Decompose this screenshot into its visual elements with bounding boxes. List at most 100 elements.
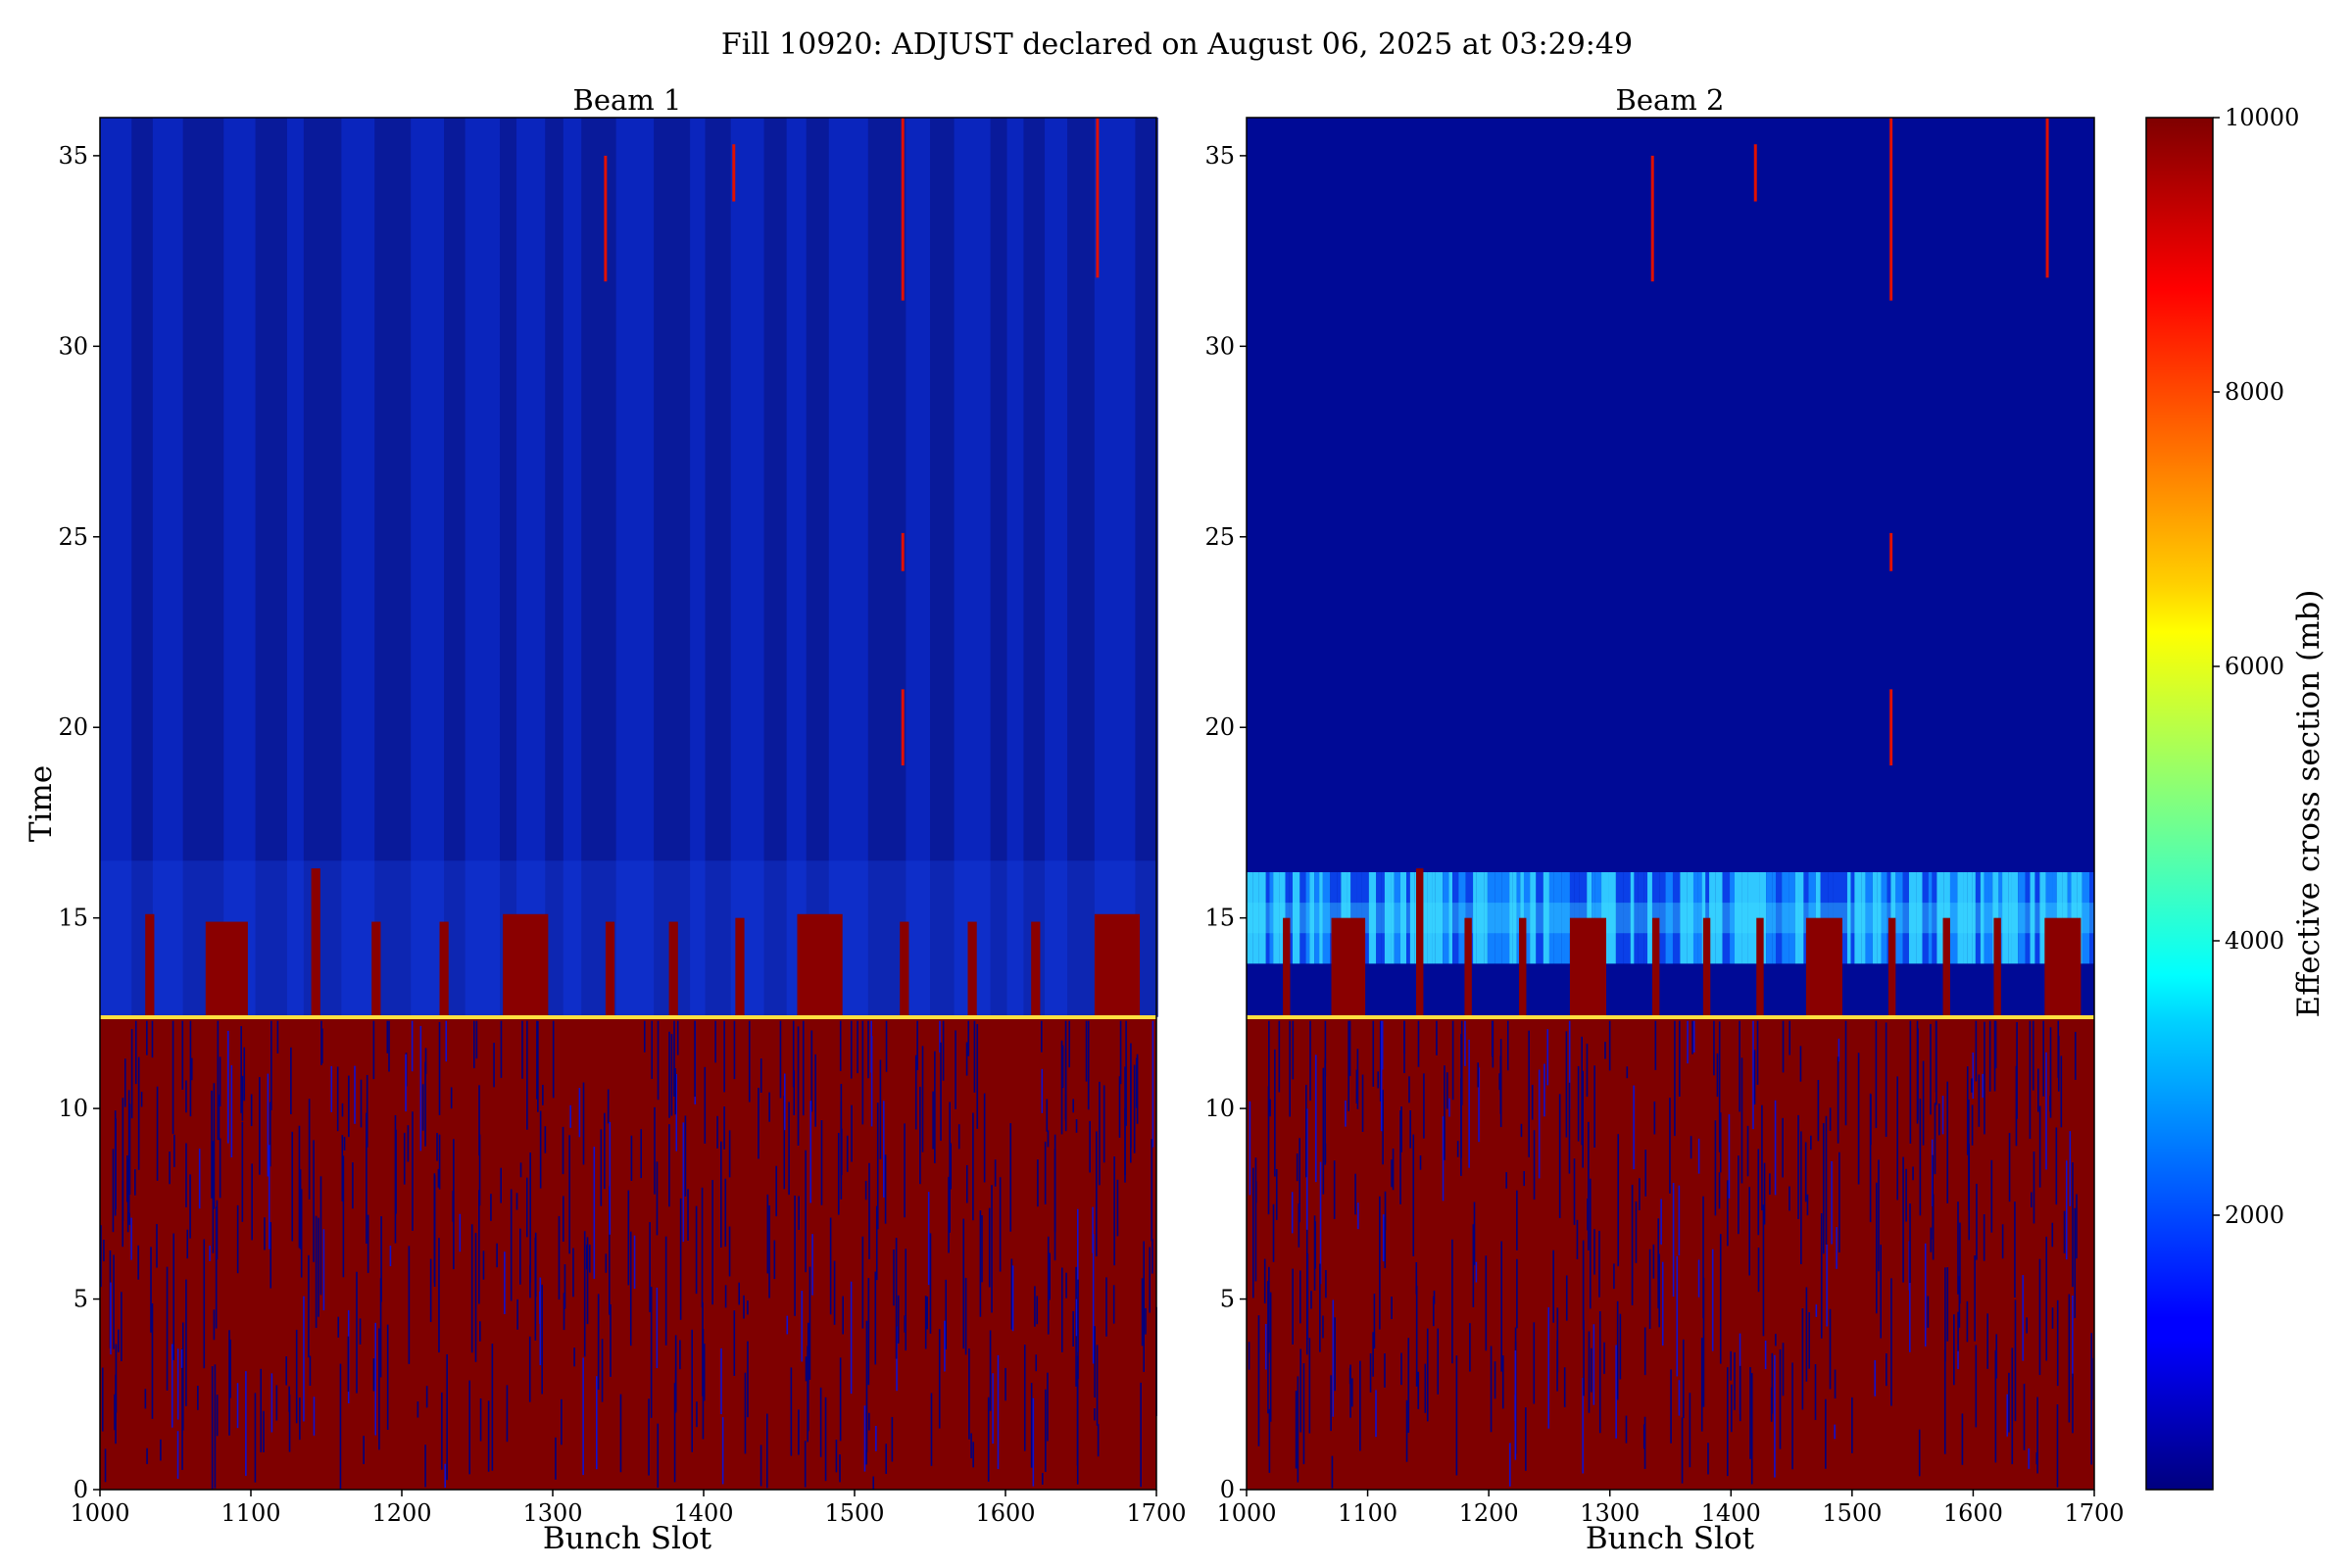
band-cell [1394, 872, 1400, 964]
beam2-low-streak [1268, 1266, 1270, 1353]
band-cell [1886, 872, 1891, 964]
beam1-low-streak [875, 1425, 877, 1451]
beam1-low-streak [957, 1124, 960, 1150]
beam2-low-streak [1753, 1050, 1756, 1105]
beam2-low-streak [1635, 1200, 1638, 1263]
band-cell [1406, 872, 1410, 964]
column-shade [690, 118, 706, 1017]
beam2-low-streak [1896, 1076, 1898, 1200]
beam2-low-streak [1764, 1340, 1767, 1370]
beam2-low-streak [1377, 1071, 1380, 1089]
beam1-low-streak [857, 1020, 858, 1074]
beam2-low-streak [1782, 1343, 1785, 1396]
beam1-low-streak [1096, 1345, 1099, 1426]
beam2-low-streak [1971, 1104, 1974, 1146]
beam1-low-streak [743, 1295, 745, 1319]
beam1-low-streak [180, 1348, 183, 1368]
beam2-low-streak [1322, 1067, 1325, 1195]
beam2-low-streak [1351, 1378, 1353, 1407]
beam1-low-streak [342, 1155, 345, 1278]
beam2-low-streak [1857, 1053, 1860, 1185]
beam2-low-streak [1831, 1160, 1833, 1245]
beam1-low-streak [921, 1046, 924, 1152]
colorbar-label: Effective cross section (mb) [2291, 590, 2327, 1018]
band-cell [1766, 872, 1773, 964]
band-cell [1759, 872, 1767, 964]
beam1-low-streak [600, 1129, 603, 1206]
beam1-low-streak [673, 1383, 676, 1483]
beam1-isolated-streak [732, 144, 736, 202]
beam2-low-streak [2014, 1201, 2016, 1298]
beam1-low-streak [437, 1168, 440, 1188]
beam1-low-streak [1149, 1247, 1151, 1313]
beam2-low-streak [1983, 1214, 1985, 1261]
beam2-y-tick-label: 30 [1204, 332, 1235, 360]
beam2-low-streak [2068, 1294, 2071, 1423]
beam1-low-streak [1072, 1310, 1074, 1347]
beam2-low-streak [1995, 1334, 1998, 1379]
beam2-low-streak [1598, 1231, 1600, 1298]
beam1-low-streak [491, 1344, 494, 1471]
beam1-low-streak [562, 1196, 564, 1242]
beam2-low-streak [2036, 1396, 2038, 1474]
column-shade [286, 118, 304, 1017]
beam2-x-tick-label: 1600 [1943, 1499, 2003, 1527]
beam1-low-streak [568, 1135, 570, 1254]
band-cell [1803, 872, 1809, 964]
beam1-low-streak [438, 1021, 441, 1115]
beam1-train-column [797, 913, 843, 1017]
band-cell [1548, 872, 1554, 964]
beam2-low-streak [1533, 1322, 1536, 1404]
beam2-low-streak [1298, 1138, 1300, 1223]
beam2-low-streak [1978, 1074, 1981, 1127]
beam1-low-streak [1054, 1149, 1056, 1261]
beam1-low-streak [875, 1205, 878, 1281]
band-cell [1634, 872, 1639, 964]
beam1-low-streak [446, 1353, 448, 1481]
beam2-low-streak [1941, 1096, 1944, 1135]
beam1-low-streak [276, 1020, 279, 1054]
beam2-low-streak [1475, 1261, 1478, 1283]
band-cell [1448, 872, 1453, 964]
beam2-low-streak [1577, 1065, 1580, 1142]
band-cell [1715, 872, 1723, 964]
beam1-low-streak [189, 1020, 192, 1117]
band-cell [1772, 872, 1777, 964]
beam2-low-streak [1727, 1367, 1729, 1477]
beam1-low-streak [452, 1190, 455, 1222]
beam1-low-streak [356, 1271, 358, 1394]
beam2-low-streak [1957, 1311, 1959, 1351]
beam1-low-streak [130, 1217, 132, 1260]
column-shade [1006, 118, 1024, 1017]
beam2-low-streak [1692, 1020, 1695, 1053]
beam1-low-streak [583, 1231, 586, 1357]
beam1-low-streak [905, 1249, 907, 1351]
beam1-low-streak [211, 1090, 213, 1199]
beam1-low-streak [1141, 1278, 1144, 1347]
colorbar-tick-label: 6000 [2225, 653, 2284, 680]
band-cell [1949, 872, 1958, 964]
beam1-low-streak [322, 1229, 325, 1311]
beam1-low-streak [558, 1215, 561, 1300]
beam2-low-streak [1836, 1227, 1838, 1269]
band-cell [1705, 872, 1710, 964]
beam2-low-streak [1804, 1142, 1807, 1202]
beam1-low-streak [539, 1277, 542, 1366]
band-cell [1574, 872, 1580, 964]
beam2-low-streak [1752, 1020, 1754, 1130]
band-cell [1630, 872, 1635, 964]
beam2-low-streak [1806, 1194, 1809, 1216]
band-cell [1741, 872, 1748, 964]
column-shade [131, 118, 153, 1017]
beam1-low-streak [112, 1149, 115, 1233]
beam2-low-streak [1356, 1049, 1359, 1109]
beam2-low-streak [1582, 1070, 1584, 1168]
column-shade [411, 118, 445, 1017]
beam2-low-streak [1974, 1255, 1976, 1342]
beam1-low-streak [291, 1131, 294, 1242]
band-cell [2030, 872, 2035, 964]
beam2-low-streak [1499, 1039, 1502, 1128]
beam1-low-streak [850, 1281, 853, 1395]
column-shade [763, 118, 787, 1017]
beam2-low-streak [1330, 1375, 1332, 1432]
